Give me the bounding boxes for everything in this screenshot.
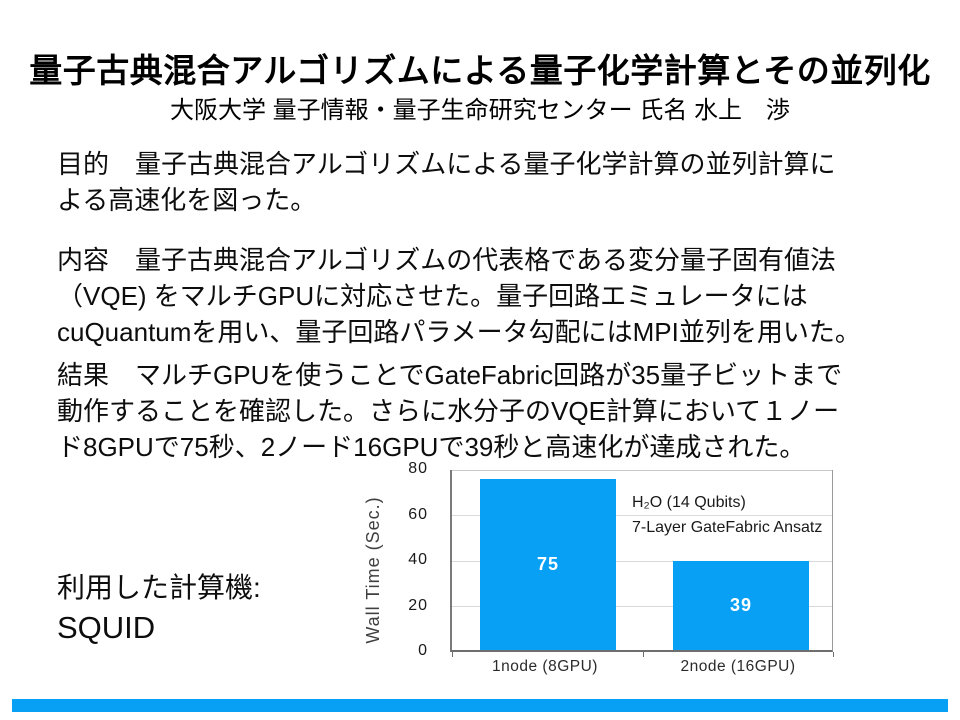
slide-title: 量子古典混合アルゴリズムによる量子化学計算とその並列化 (29, 52, 931, 89)
paragraph-result: 結果 マルチGPUを使うことでGateFabric回路が35量子ビットまで 動作… (57, 357, 919, 465)
y-tick-0: 0 (418, 642, 428, 659)
x-axis-tick (452, 652, 453, 657)
paragraph-content-line3: cuQuantumを用い、量子回路パラメータ勾配にはMPI並列を用いた。 (57, 317, 861, 347)
gridline-40 (452, 561, 832, 562)
slide-subtitle: 大阪大学 量子情報・量子生命研究センター 氏名 水上 渉 (169, 97, 790, 124)
paragraph-content-line1: 内容 量子古典混合アルゴリズムの代表格である変分量子固有値法 (57, 245, 836, 275)
paragraph-result-line3: ド8GPUで75秒、2ノード16GPUで39秒と高速化が達成された。 (57, 432, 806, 462)
bar-2node-value-label: 39 (729, 595, 753, 616)
x-category-1node: 1node (8GPU) (492, 658, 598, 675)
gridline-80 (452, 470, 832, 471)
chart-annotation: H₂O (14 Qubits) 7-Layer GateFabric Ansat… (632, 490, 822, 540)
wall-time-bar-chart: Wall Time (Sec.) 80 60 40 20 0 75 39 H₂O… (345, 460, 855, 682)
x-axis-tick (833, 652, 834, 657)
paragraph-result-line2: 動作することを確認した。さらに水分子のVQE計算において１ノー (57, 396, 840, 426)
paragraph-content-line2: （VQE) をマルチGPUに対応させた。量子回路エミュレータには (57, 281, 808, 311)
paragraph-purpose: 目的 量子古典混合アルゴリズムによる量子化学計算の並列計算に よる高速化を図った… (57, 146, 919, 218)
machine-used-label: 利用した計算機: (57, 572, 261, 603)
y-axis-ticks: 80 60 40 20 0 (345, 460, 438, 659)
annotation-ansatz: 7-Layer GateFabric Ansatz (632, 519, 823, 536)
gridline-60 (452, 515, 832, 516)
bar-1node-8gpu: 75 (480, 479, 616, 650)
annotation-molecule: H₂O (14 Qubits) (632, 494, 746, 511)
x-category-2node: 2node (16GPU) (680, 658, 796, 675)
bar-2node-16gpu: 39 (673, 561, 809, 650)
paragraph-result-line1: 結果 マルチGPUを使うことでGateFabric回路が35量子ビットまで (57, 360, 843, 390)
y-tick-40: 40 (408, 551, 428, 568)
bar-1node-value-label: 75 (536, 554, 560, 575)
y-tick-60: 60 (408, 506, 428, 523)
x-axis-tick (643, 652, 644, 657)
paragraph-content: 内容 量子古典混合アルゴリズムの代表格である変分量子固有値法 （VQE) をマル… (57, 242, 919, 350)
gridline-20 (452, 606, 832, 607)
footer-accent-bar (12, 699, 948, 712)
machine-name: SQUID (57, 610, 156, 645)
plot-area: 75 39 H₂O (14 Qubits) 7-Layer GateFabric… (450, 470, 834, 657)
paragraph-purpose-line1: 目的 量子古典混合アルゴリズムによる量子化学計算の並列計算に (57, 149, 836, 179)
y-tick-80: 80 (408, 460, 428, 477)
paragraph-purpose-line2: よる高速化を図った。 (57, 185, 317, 215)
y-tick-20: 20 (408, 597, 428, 614)
